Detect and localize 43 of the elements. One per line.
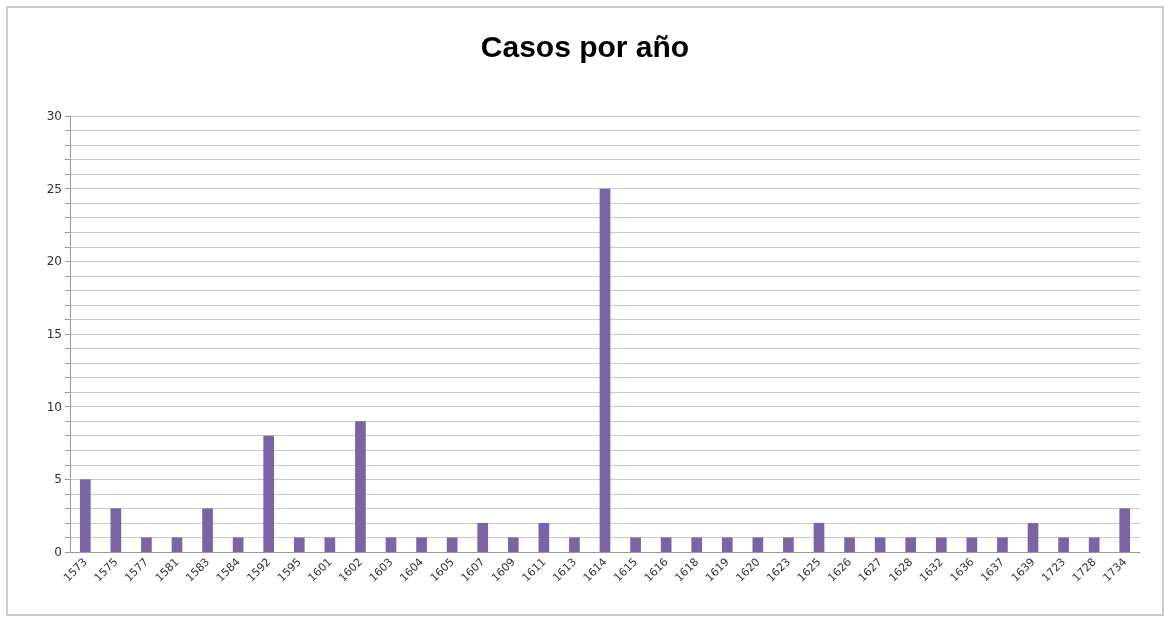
bar <box>997 537 1008 552</box>
chart-title: Casos por año <box>480 29 690 63</box>
bar <box>263 435 275 552</box>
bar <box>1027 522 1039 552</box>
bar <box>477 522 489 552</box>
bar <box>538 522 550 552</box>
bar <box>385 537 397 552</box>
bar <box>752 537 764 552</box>
bar <box>783 537 794 552</box>
bar <box>691 537 703 552</box>
y-tick-label: 10 <box>46 399 62 414</box>
bar <box>569 537 580 552</box>
bar <box>966 537 978 552</box>
y-tick-label: 5 <box>54 472 62 487</box>
bar <box>232 537 244 552</box>
bar <box>324 537 336 552</box>
bar <box>844 537 855 552</box>
bar <box>874 537 886 552</box>
bar <box>507 537 519 552</box>
bar <box>1088 537 1100 552</box>
y-tick-label: 0 <box>54 545 62 559</box>
bar <box>202 508 213 552</box>
bar <box>660 537 672 552</box>
bar <box>416 537 427 552</box>
y-tick-label: 30 <box>46 109 62 123</box>
bar <box>1119 508 1131 552</box>
bar <box>110 508 122 552</box>
bar <box>446 537 458 552</box>
bar <box>141 537 152 552</box>
bar <box>355 421 366 552</box>
y-tick-label: 15 <box>46 327 62 341</box>
y-tick-label: 20 <box>46 254 62 269</box>
bar <box>599 188 611 552</box>
bar <box>293 537 305 552</box>
bar <box>630 537 641 552</box>
bar <box>171 537 183 552</box>
bar <box>721 537 733 552</box>
bar <box>935 537 947 552</box>
bar <box>1058 537 1069 552</box>
bar <box>905 537 917 552</box>
y-tick-label: 25 <box>46 181 62 196</box>
bar <box>813 522 825 552</box>
bar <box>79 479 91 552</box>
